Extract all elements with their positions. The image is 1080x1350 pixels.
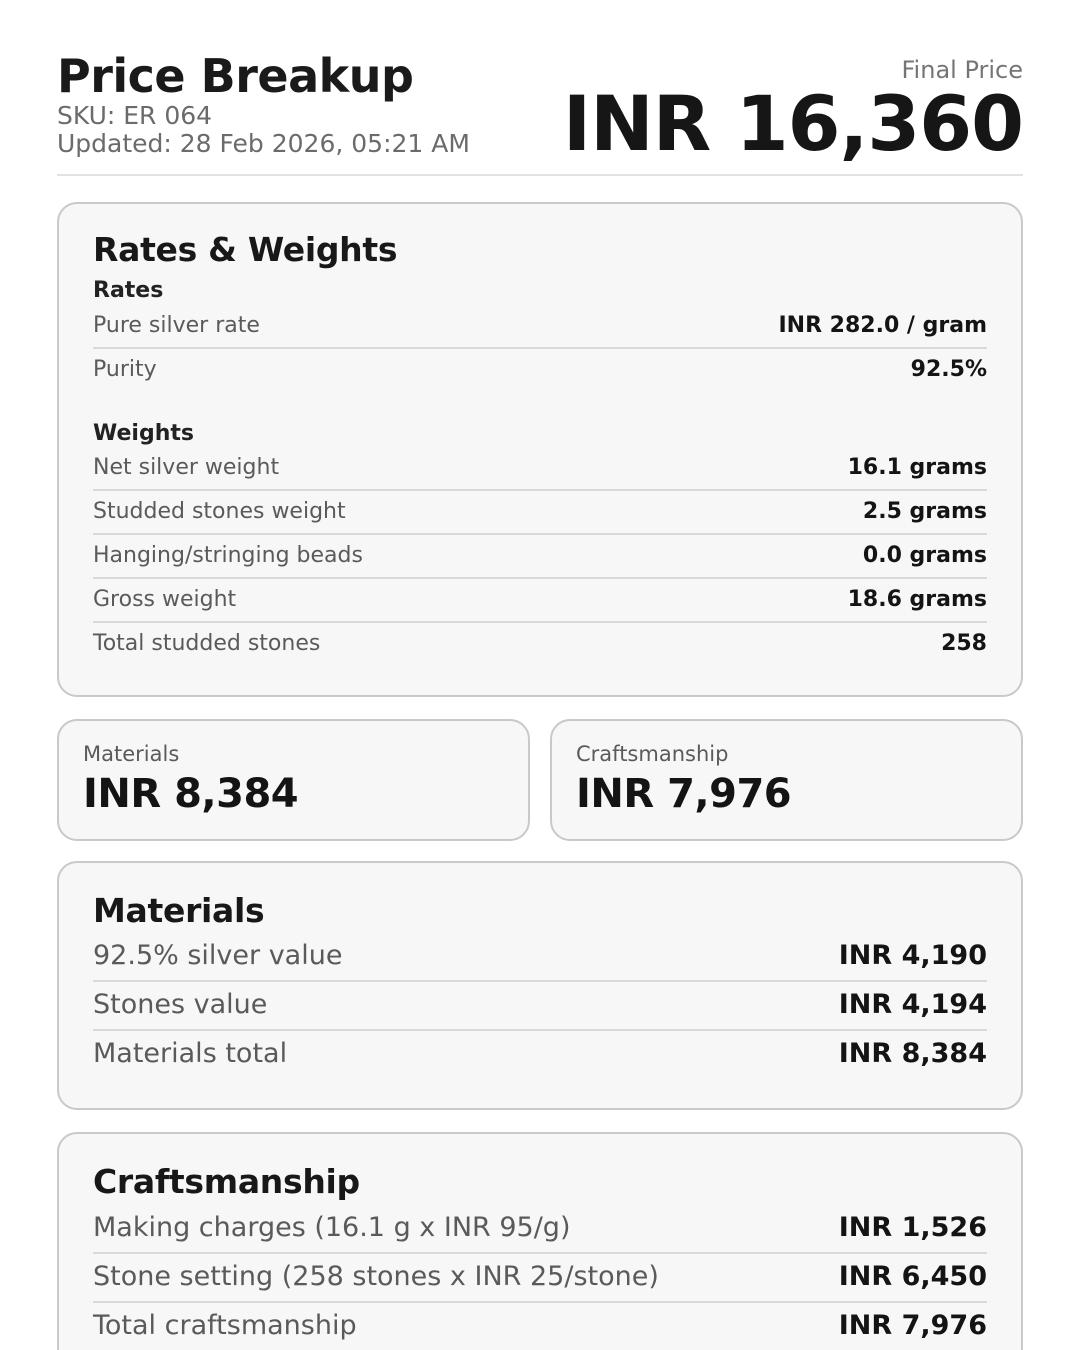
table-row-materials-total: Materials total INR 8,384 xyxy=(93,1031,987,1078)
table-row-stones-value: Stones value INR 4,194 xyxy=(93,982,987,1032)
row-label: 92.5% silver value xyxy=(93,940,343,972)
materials-rows: 92.5% silver value INR 4,190 Stones valu… xyxy=(93,933,987,1078)
table-row-hanging-stringing-beads: Hanging/stringing beads 0.0 grams xyxy=(93,535,987,580)
craftsmanship-summary-card: Craftsmanship INR 7,976 xyxy=(550,719,1023,842)
weights-rows: Net silver weight 16.1 grams Studded sto… xyxy=(93,447,987,665)
craftsmanship-rows: Making charges (16.1 g x INR 95/g) INR 1… xyxy=(93,1205,987,1350)
row-label: Studded stones weight xyxy=(93,499,346,525)
final-price-label: Final Price xyxy=(901,56,1024,84)
craftsmanship-card: Craftsmanship Making charges (16.1 g x I… xyxy=(57,1132,1023,1350)
row-value: INR 1,526 xyxy=(838,1211,987,1243)
page-title: Price Breakup xyxy=(57,49,414,103)
row-value: 2.5 grams xyxy=(862,499,987,525)
row-value: 258 xyxy=(941,631,987,657)
materials-summary-label: Materials xyxy=(83,742,180,767)
craftsmanship-title: Craftsmanship xyxy=(93,1162,360,1202)
final-price-value: INR 16,360 xyxy=(562,79,1024,168)
sku-text: SKU: ER 064 xyxy=(57,100,213,130)
row-label: Making charges (16.1 g x INR 95/g) xyxy=(93,1211,571,1243)
table-row-stone-setting: Stone setting (258 stones x INR 25/stone… xyxy=(93,1254,987,1303)
materials-card: Materials 92.5% silver value INR 4,190 S… xyxy=(57,861,1023,1111)
row-label: Gross weight xyxy=(93,587,237,613)
materials-summary-card: Materials INR 8,384 xyxy=(57,719,530,842)
table-row-purity: Purity 92.5% xyxy=(93,349,987,391)
updated-timestamp: Updated: 28 Feb 2026, 05:21 AM xyxy=(57,129,470,159)
rates-weights-title: Rates & Weights xyxy=(93,230,398,269)
table-row-total-studded-stones: Total studded stones 258 xyxy=(93,623,987,665)
row-label: Total craftsmanship xyxy=(93,1309,357,1341)
rates-heading: Rates xyxy=(93,278,164,304)
row-value: 18.6 grams xyxy=(847,587,987,613)
row-value: INR 282.0 / gram xyxy=(778,312,987,338)
row-value: INR 4,194 xyxy=(838,989,987,1021)
row-value: 16.1 grams xyxy=(847,455,987,481)
weights-heading: Weights xyxy=(93,420,194,446)
row-value: 0.0 grams xyxy=(862,543,987,569)
row-value: INR 4,190 xyxy=(838,940,987,972)
header-left: Price Breakup SKU: ER 064 Updated: 28 Fe… xyxy=(57,49,470,159)
row-value: 92.5% xyxy=(910,356,987,382)
table-row-pure-silver-rate: Pure silver rate INR 282.0 / gram xyxy=(93,305,987,349)
row-label: Stone setting (258 stones x INR 25/stone… xyxy=(93,1260,659,1292)
table-row-making-charges: Making charges (16.1 g x INR 95/g) INR 1… xyxy=(93,1205,987,1254)
row-label: Materials total xyxy=(93,1038,288,1070)
row-label: Purity xyxy=(93,356,157,382)
materials-summary-value: INR 8,384 xyxy=(83,771,299,818)
table-row-gross-weight: Gross weight 18.6 grams xyxy=(93,579,987,624)
summary-cards: Materials INR 8,384 Craftsmanship INR 7,… xyxy=(57,719,1023,842)
row-value: INR 7,976 xyxy=(838,1309,987,1341)
row-value: INR 6,450 xyxy=(838,1260,987,1292)
table-row-studded-stones-weight: Studded stones weight 2.5 grams xyxy=(93,491,987,536)
rates-weights-card: Rates & Weights Rates Pure silver rate I… xyxy=(57,202,1023,698)
row-label: Pure silver rate xyxy=(93,312,260,338)
table-row-total-craftsmanship: Total craftsmanship INR 7,976 xyxy=(93,1303,987,1350)
row-label: Total studded stones xyxy=(93,631,321,657)
row-value: INR 8,384 xyxy=(838,1038,987,1070)
row-label: Net silver weight xyxy=(93,455,280,481)
table-row-silver-value: 92.5% silver value INR 4,190 xyxy=(93,933,987,983)
craftsmanship-summary-label: Craftsmanship xyxy=(576,742,729,767)
header: Price Breakup SKU: ER 064 Updated: 28 Fe… xyxy=(57,0,1024,176)
craftsmanship-summary-value: INR 7,976 xyxy=(576,771,792,818)
header-right: Final Price INR 16,360 xyxy=(562,52,1024,168)
row-label: Hanging/stringing beads xyxy=(93,543,363,569)
table-row-net-silver-weight: Net silver weight 16.1 grams xyxy=(93,447,987,492)
row-label: Stones value xyxy=(93,989,268,1021)
rates-rows: Pure silver rate INR 282.0 / gram Purity… xyxy=(93,305,987,391)
materials-title: Materials xyxy=(93,891,265,931)
